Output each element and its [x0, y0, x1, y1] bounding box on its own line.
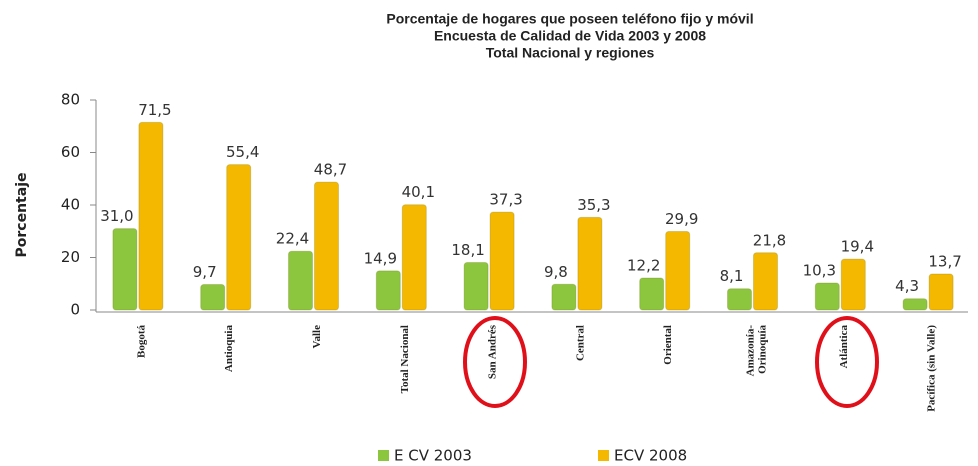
- highlight-circle: [815, 316, 879, 408]
- x-tick-label: Total Nacional: [399, 325, 411, 393]
- y-axis-label: Porcentaje: [14, 173, 30, 258]
- bar: [200, 284, 226, 311]
- bar: [928, 273, 954, 311]
- chart-subtitle: Total Nacional y regiones: [486, 45, 655, 61]
- data-label: 21,8: [753, 231, 786, 249]
- data-label: 8,1: [720, 267, 744, 285]
- highlight-circle: [463, 316, 527, 408]
- bar: [814, 282, 840, 311]
- bar: [112, 228, 138, 311]
- bar: [288, 250, 313, 311]
- data-label: 12,2: [627, 256, 660, 274]
- y-tick-label: 80: [61, 91, 80, 109]
- bar: [902, 298, 928, 311]
- bar: [551, 283, 577, 311]
- x-tick-label: San Andrés: [487, 324, 499, 379]
- y-tick-label: 0: [70, 301, 80, 319]
- data-label: 18,1: [451, 241, 484, 259]
- bar: [463, 261, 489, 311]
- data-label: 31,0: [100, 207, 133, 225]
- legend-label: E CV 2003: [394, 447, 472, 465]
- chart-subtitle: Encuesta de Calidad de Vida 2003 y 2008: [434, 28, 706, 44]
- bar: [577, 216, 603, 311]
- legend-swatch: [378, 450, 389, 461]
- bar: [375, 270, 401, 311]
- legend-swatch: [598, 450, 609, 461]
- data-label: 48,7: [314, 161, 347, 179]
- bar: [639, 277, 665, 311]
- legend-label: ECV 2008: [614, 447, 687, 465]
- y-tick-label: 40: [61, 196, 80, 214]
- data-label: 4,3: [895, 277, 919, 295]
- x-tick-label: Oriental: [662, 325, 674, 365]
- x-tick-label: Amazonía-Orinoquía: [744, 325, 768, 377]
- x-tick-label: Pacífica (sin Valle): [926, 325, 938, 412]
- x-tick-label: Valle: [311, 325, 323, 349]
- chart-title: Porcentaje de hogares que poseen teléfon…: [386, 11, 753, 27]
- data-label: 14,9: [364, 249, 397, 267]
- data-label: 9,7: [193, 263, 217, 281]
- y-tick-label: 60: [61, 143, 80, 161]
- bar: [314, 181, 339, 311]
- bar: [489, 211, 515, 311]
- x-tick-label: Bogotá: [135, 325, 147, 359]
- y-tick-label: 20: [61, 248, 80, 266]
- bar: [401, 204, 427, 311]
- x-tick-label: Atlántica: [838, 325, 850, 369]
- data-label: 29,9: [665, 210, 698, 228]
- data-label: 40,1: [402, 183, 435, 201]
- data-label: 35,3: [577, 196, 610, 214]
- bar: [665, 231, 691, 311]
- bar: [226, 164, 252, 311]
- data-label: 10,3: [803, 261, 836, 279]
- data-label: 22,4: [276, 230, 309, 248]
- x-tick-label: Central: [574, 325, 586, 361]
- x-tick-label: Antioquia: [223, 325, 235, 373]
- bar: [840, 258, 866, 311]
- bar: [727, 288, 752, 311]
- data-label: 13,7: [928, 253, 961, 271]
- data-label: 71,5: [138, 101, 171, 119]
- data-label: 9,8: [544, 263, 568, 281]
- data-label: 19,4: [841, 238, 874, 256]
- bar: [753, 252, 778, 311]
- data-label: 55,4: [226, 143, 259, 161]
- data-label: 37,3: [489, 191, 522, 209]
- bar: [138, 121, 164, 311]
